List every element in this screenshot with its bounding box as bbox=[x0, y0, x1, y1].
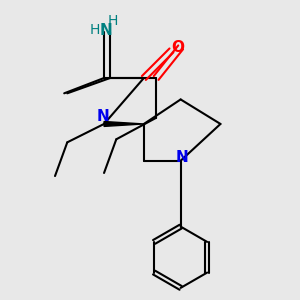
Text: H: H bbox=[90, 23, 100, 38]
Text: N: N bbox=[96, 109, 109, 124]
Text: O: O bbox=[172, 40, 185, 55]
Polygon shape bbox=[104, 122, 144, 126]
Text: N: N bbox=[99, 23, 112, 38]
Text: N: N bbox=[176, 150, 188, 165]
Text: H: H bbox=[108, 14, 119, 28]
